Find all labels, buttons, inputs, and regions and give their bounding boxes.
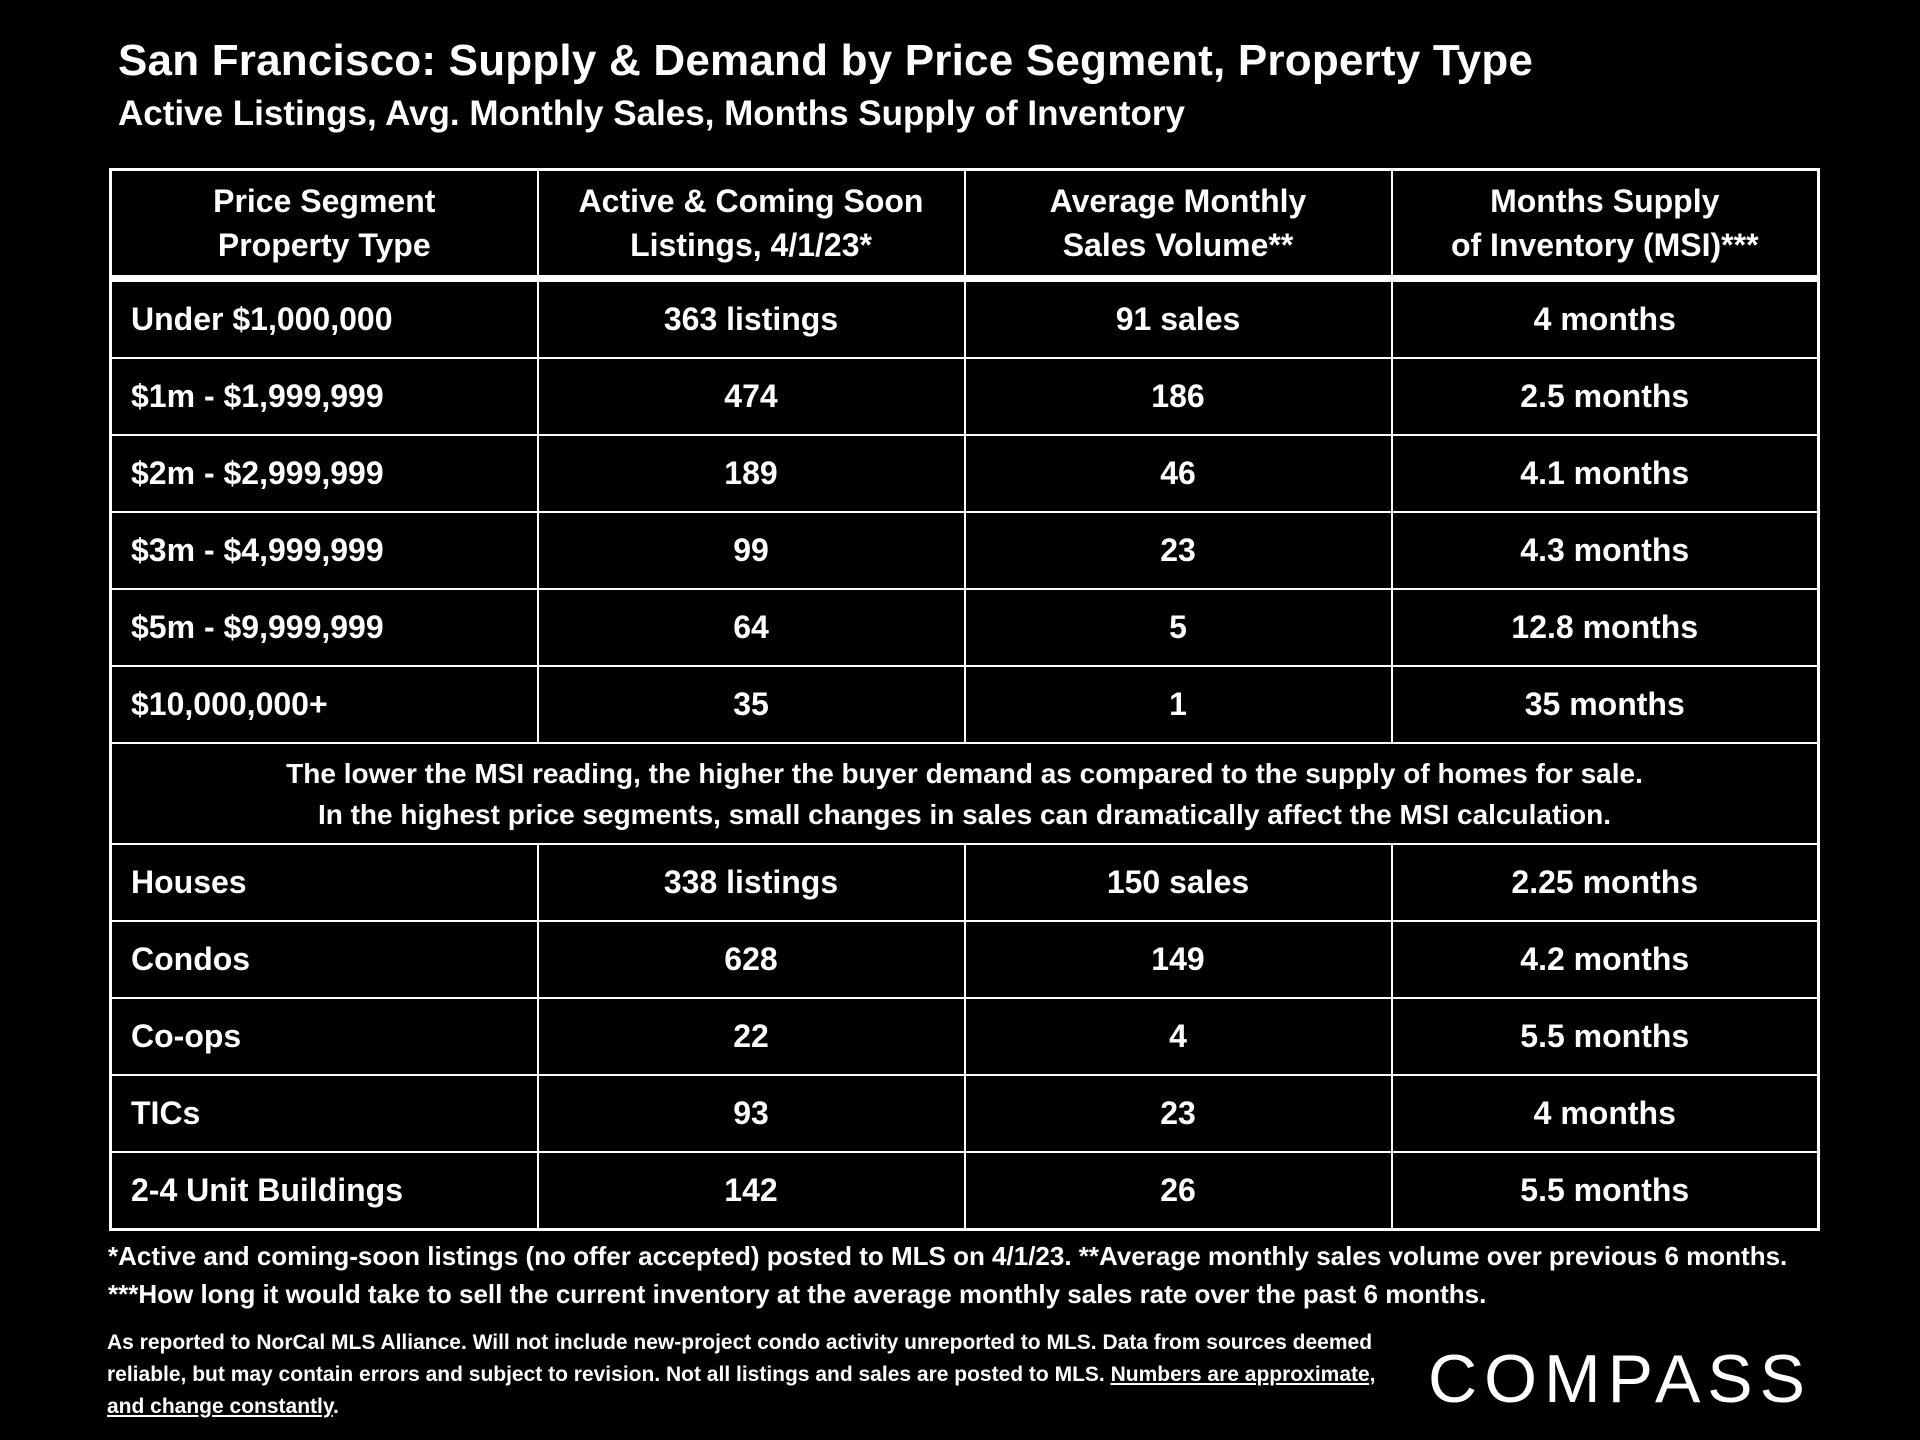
table-row: 2-4 Unit Buildings 142 26 5.5 months <box>109 1151 1820 1231</box>
listings-cell: 93 <box>536 1074 966 1153</box>
compass-logo: COMPASS <box>1428 1341 1813 1417</box>
msi-cell: 5.5 months <box>1390 1151 1820 1231</box>
msi-note-row: The lower the MSI reading, the higher th… <box>109 742 1820 845</box>
table-row: Houses 338 listings 150 sales 2.25 month… <box>109 843 1820 922</box>
sales-cell: 23 <box>963 1074 1393 1153</box>
table-row: $5m - $9,999,999 64 5 12.8 months <box>109 588 1820 667</box>
listings-cell: 64 <box>536 588 966 667</box>
listings-cell: 363 listings <box>536 277 966 359</box>
sales-cell: 91 sales <box>963 277 1393 359</box>
header-row: Price Segment Property Type Active & Com… <box>109 168 1820 282</box>
table-row: $3m - $4,999,999 99 23 4.3 months <box>109 511 1820 590</box>
listings-cell: 628 <box>536 920 966 999</box>
property-type-cell: Condos <box>109 920 539 999</box>
table-row: TICs 93 23 4 months <box>109 1074 1820 1153</box>
column-header-segment: Price Segment Property Type <box>109 168 539 282</box>
segment-cell: $5m - $9,999,999 <box>109 588 539 667</box>
msi-cell: 35 months <box>1390 665 1820 744</box>
sales-cell: 149 <box>963 920 1393 999</box>
msi-cell: 4.1 months <box>1390 434 1820 513</box>
sales-cell: 5 <box>963 588 1393 667</box>
sales-cell: 46 <box>963 434 1393 513</box>
msi-cell: 4.3 months <box>1390 511 1820 590</box>
sales-cell: 1 <box>963 665 1393 744</box>
msi-cell: 5.5 months <box>1390 997 1820 1076</box>
listings-cell: 99 <box>536 511 966 590</box>
msi-cell: 4.2 months <box>1390 920 1820 999</box>
column-header-msi: Months Supply of Inventory (MSI)*** <box>1390 168 1820 282</box>
listings-cell: 142 <box>536 1151 966 1231</box>
msi-cell: 2.5 months <box>1390 357 1820 436</box>
segment-cell: $3m - $4,999,999 <box>109 511 539 590</box>
property-type-cell: TICs <box>109 1074 539 1153</box>
msi-cell: 4 months <box>1390 277 1820 359</box>
table-row: $2m - $2,999,999 189 46 4.1 months <box>109 434 1820 513</box>
listings-cell: 338 listings <box>536 843 966 922</box>
source-text: As reported to NorCal MLS Alliance. Will… <box>107 1331 1373 1386</box>
segment-cell: $10,000,000+ <box>109 665 539 744</box>
source-disclaimer: As reported to NorCal MLS Alliance. Will… <box>107 1327 1397 1423</box>
msi-note: The lower the MSI reading, the higher th… <box>109 742 1820 845</box>
table-row: $10,000,000+ 35 1 35 months <box>109 665 1820 744</box>
table-row: Co-ops 22 4 5.5 months <box>109 997 1820 1076</box>
segment-cell: $2m - $2,999,999 <box>109 434 539 513</box>
property-type-cell: 2-4 Unit Buildings <box>109 1151 539 1231</box>
column-header-sales: Average Monthly Sales Volume** <box>963 168 1393 282</box>
listings-cell: 474 <box>536 357 966 436</box>
supply-demand-table: Price Segment Property Type Active & Com… <box>109 168 1820 1231</box>
sales-cell: 150 sales <box>963 843 1393 922</box>
listings-cell: 189 <box>536 434 966 513</box>
footnote: *Active and coming-soon listings (no off… <box>108 1241 1788 1309</box>
sales-cell: 4 <box>963 997 1393 1076</box>
column-header-listings: Active & Coming Soon Listings, 4/1/23* <box>536 168 966 282</box>
source-underlined: Numbers are approximate, and change cons… <box>107 1363 1376 1418</box>
sales-cell: 23 <box>963 511 1393 590</box>
property-type-cell: Co-ops <box>109 997 539 1076</box>
msi-cell: 2.25 months <box>1390 843 1820 922</box>
page-title: San Francisco: Supply & Demand by Price … <box>118 36 1534 85</box>
table-row: Under $1,000,000 363 listings 91 sales 4… <box>109 277 1820 359</box>
listings-cell: 35 <box>536 665 966 744</box>
table-row: $1m - $1,999,999 474 186 2.5 months <box>109 357 1820 436</box>
property-type-cell: Houses <box>109 843 539 922</box>
sales-cell: 26 <box>963 1151 1393 1231</box>
sales-cell: 186 <box>963 357 1393 436</box>
msi-cell: 12.8 months <box>1390 588 1820 667</box>
table-row: Condos 628 149 4.2 months <box>109 920 1820 999</box>
source-end: . <box>333 1395 339 1418</box>
msi-cell: 4 months <box>1390 1074 1820 1153</box>
segment-cell: Under $1,000,000 <box>109 277 539 359</box>
page-subtitle: Active Listings, Avg. Monthly Sales, Mon… <box>118 94 1185 133</box>
listings-cell: 22 <box>536 997 966 1076</box>
segment-cell: $1m - $1,999,999 <box>109 357 539 436</box>
